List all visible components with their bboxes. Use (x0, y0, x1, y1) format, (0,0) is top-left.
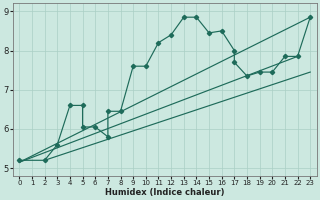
X-axis label: Humidex (Indice chaleur): Humidex (Indice chaleur) (105, 188, 225, 197)
